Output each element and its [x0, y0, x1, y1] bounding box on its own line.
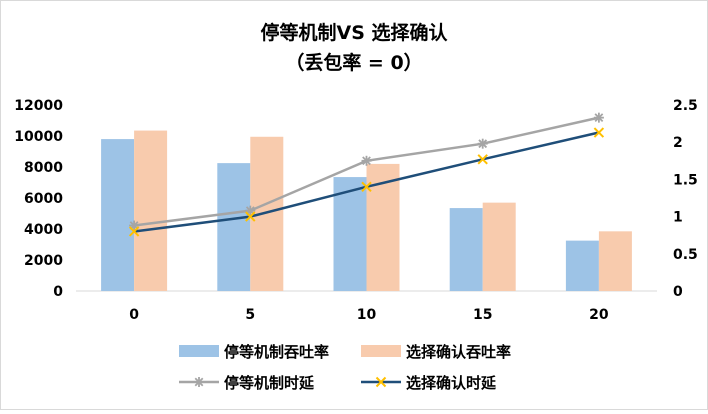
x-tick-label-1: 5 — [245, 307, 255, 323]
y-right-tick-label-0: 0 — [673, 284, 683, 300]
legend-label-3: 选择确认时延 — [406, 374, 497, 392]
y-left-tick-label-4: 8000 — [24, 160, 63, 176]
y-right-tick-label-2: 1 — [673, 210, 683, 226]
bar-0-2 — [333, 177, 367, 291]
bar-0-3 — [449, 208, 483, 291]
line-0-point-2 — [361, 155, 372, 166]
y-left-tick-label-1: 2000 — [24, 253, 63, 269]
x-tick-label-0: 0 — [129, 307, 139, 323]
legend-label-0: 停等机制吞吐率 — [224, 343, 329, 361]
bar-1-1 — [250, 136, 284, 291]
y-left-tick-label-3: 6000 — [24, 191, 63, 207]
legend-marker-3 — [375, 376, 387, 388]
y-left-tick-label-5: 10000 — [14, 129, 63, 145]
y-left-tick-label-6: 12000 — [14, 98, 63, 114]
legend-swatch-1 — [361, 345, 401, 357]
y-right-tick-label-1: 0.5 — [673, 247, 698, 263]
y-left-tick-label-0: 0 — [53, 284, 63, 300]
legend-swatch-0 — [179, 345, 219, 357]
chart-title: 停等机制VS 选择确认 — [260, 21, 447, 44]
plot-area: 0 2000 4000 6000 8000 10000 12000 0 0.5 1 1.5 2 2.5 0… — [14, 98, 698, 323]
bar-1-0 — [134, 130, 168, 291]
bar-1-4 — [598, 231, 632, 291]
line-1-point-1 — [245, 211, 256, 222]
line-0-point-4 — [593, 112, 604, 123]
line-1-point-0 — [128, 226, 140, 237]
bar-1-3 — [482, 202, 516, 291]
bar-0-1 — [217, 163, 251, 291]
x-tick-label-2: 10 — [357, 307, 377, 323]
chart-subtitle: （丢包率 = 0） — [285, 51, 422, 74]
y-left-tick-label-2: 4000 — [24, 222, 63, 238]
y-right-tick-label-3: 1.5 — [673, 172, 698, 188]
line-1-point-4 — [593, 127, 605, 138]
bar-0-0 — [101, 139, 135, 291]
bar-0-4 — [565, 240, 599, 291]
x-tick-label-4: 20 — [589, 307, 609, 323]
legend-label-2: 停等机制时延 — [224, 374, 315, 392]
line-1-point-3 — [477, 154, 488, 165]
legend-label-1: 选择确认吞吐率 — [406, 343, 511, 361]
line-1-point-2 — [361, 181, 372, 193]
y-right-tick-label-5: 2.5 — [673, 98, 698, 114]
x-tick-label-3: 15 — [473, 307, 492, 323]
y-right-tick-label-4: 2 — [673, 135, 683, 151]
legend-marker-2 — [194, 377, 204, 387]
line-0-point-3 — [477, 138, 488, 149]
